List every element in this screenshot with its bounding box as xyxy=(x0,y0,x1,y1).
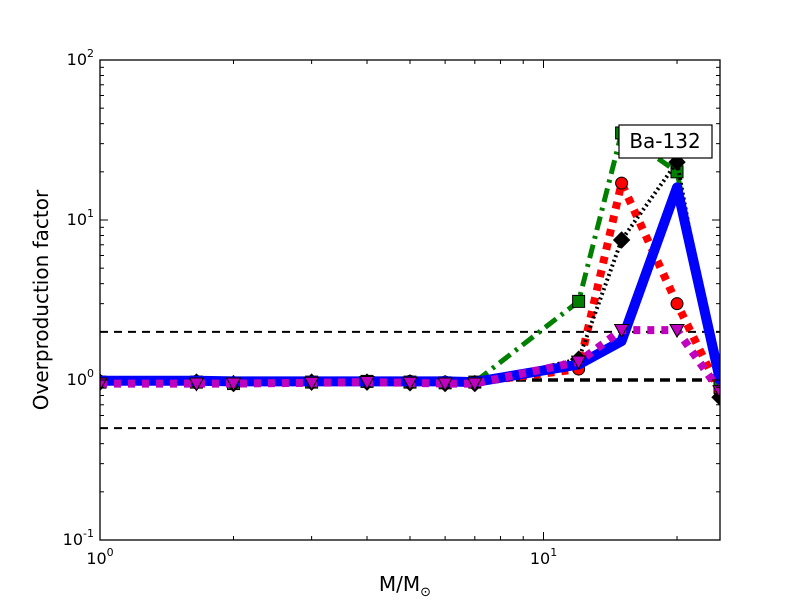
y-tick-label-base: 10 xyxy=(67,370,87,389)
series-2-point-11 xyxy=(670,297,684,311)
series-5-point-3 xyxy=(225,377,242,392)
y-tick-label-1: 10-1 xyxy=(63,527,94,549)
series-5-point-2 xyxy=(188,377,205,392)
series-2-point-10 xyxy=(615,176,629,190)
series-5-point-11 xyxy=(669,324,685,339)
plot-inner xyxy=(100,126,720,430)
annotation-frame xyxy=(618,124,713,159)
annotation-label: Ba-132 xyxy=(629,129,700,153)
series-3-point-10 xyxy=(612,231,631,249)
x-tick-label-base: 10 xyxy=(86,549,106,568)
annotation-box: Ba-132 xyxy=(618,124,713,159)
series-5-point-5 xyxy=(359,376,375,391)
series-5-line xyxy=(100,326,720,394)
x-axis-label-main: M/M xyxy=(379,572,420,596)
x-tick-label-exponent: 0 xyxy=(107,546,114,559)
series-5-point-4 xyxy=(303,376,320,391)
series-5-point-6 xyxy=(402,376,418,391)
y-tick-label-base: 10 xyxy=(67,50,87,69)
series-5-point-8 xyxy=(466,377,483,392)
x-axis-label: M/M⊙ xyxy=(379,572,431,600)
y-tick-label-3: 101 xyxy=(67,207,94,229)
plot-area xyxy=(100,126,720,430)
y-tick-label-base: 10 xyxy=(63,530,83,549)
y-tick-label-base: 10 xyxy=(67,210,87,229)
x-tick-label-1: 100 xyxy=(86,546,113,568)
y-tick-label-exponent: 1 xyxy=(87,207,94,220)
x-tick-label-2: 101 xyxy=(530,546,557,568)
series-5-point-7 xyxy=(437,377,453,392)
series-5-point-9 xyxy=(570,355,587,370)
x-axis-label-subscript: ⊙ xyxy=(420,585,431,600)
y-tick-label-exponent: 0 xyxy=(87,367,94,380)
y-tick-label-exponent: 2 xyxy=(87,47,94,60)
y-tick-label-4: 102 xyxy=(67,47,94,69)
x-tick-label-exponent: 1 xyxy=(550,546,557,559)
series-5-point-10 xyxy=(613,324,630,339)
series-5-point-12 xyxy=(712,385,720,400)
y-tick-label-2: 100 xyxy=(67,367,94,389)
x-tick-label-base: 10 xyxy=(530,549,550,568)
series-1-point-9 xyxy=(572,294,586,308)
y-axis-label: Overproduction factor xyxy=(29,189,53,410)
y-tick-label-exponent: -1 xyxy=(83,527,94,540)
